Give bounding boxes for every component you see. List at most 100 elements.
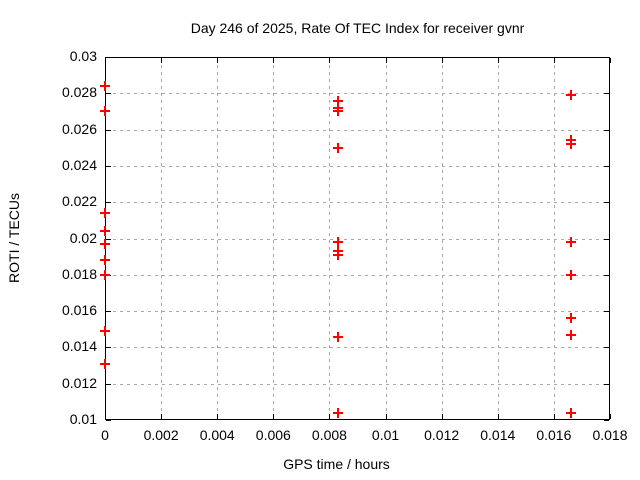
tick-mark-top xyxy=(385,58,387,63)
data-point xyxy=(565,407,576,418)
tick-mark-left xyxy=(106,93,111,95)
grid-line-vertical xyxy=(273,58,275,419)
tick-mark-right xyxy=(604,311,609,313)
tick-mark-top xyxy=(553,58,555,63)
data-point xyxy=(100,226,110,237)
data-point xyxy=(100,106,110,117)
x-tick-label: 0.006 xyxy=(255,427,291,443)
data-point xyxy=(565,139,576,150)
x-tick-label: 0 xyxy=(101,427,109,443)
x-axis-label: GPS time / hours xyxy=(283,456,390,472)
tick-mark-right xyxy=(604,420,609,421)
data-point xyxy=(332,142,343,153)
x-tick-label: 0.002 xyxy=(143,427,179,443)
data-point xyxy=(565,329,576,340)
x-tick-label: 0.016 xyxy=(536,427,572,443)
tick-mark-right xyxy=(604,165,609,167)
tick-mark-right xyxy=(604,57,609,58)
y-tick-label: 0.026 xyxy=(61,120,97,137)
x-tick-label: 0.008 xyxy=(311,427,347,443)
tick-mark-top xyxy=(217,58,219,63)
tick-mark-right xyxy=(604,129,609,131)
data-point xyxy=(100,208,110,219)
tick-mark-left xyxy=(106,165,111,167)
y-tick-label: 0.028 xyxy=(61,84,97,101)
tick-mark-left xyxy=(106,311,111,313)
tick-mark-left xyxy=(106,383,111,385)
grid-line-vertical xyxy=(385,58,387,419)
tick-mark-right xyxy=(604,274,609,276)
tick-mark-left xyxy=(106,57,111,58)
data-point xyxy=(565,313,576,324)
data-point xyxy=(332,95,343,106)
y-tick-label: 0.016 xyxy=(61,302,97,319)
data-point xyxy=(332,106,343,117)
data-point xyxy=(100,269,110,280)
tick-mark-bottom xyxy=(273,414,275,419)
y-tick-label: 0.022 xyxy=(61,193,97,210)
grid-line-vertical xyxy=(441,58,443,419)
data-point xyxy=(100,255,110,266)
tick-mark-bottom xyxy=(441,414,443,419)
grid-line-horizontal xyxy=(106,129,609,131)
grid-line-horizontal xyxy=(106,347,609,349)
tick-mark-bottom xyxy=(385,414,387,419)
x-tick-label: 0.018 xyxy=(592,427,628,443)
y-tick-label: 0.01 xyxy=(69,411,97,427)
tick-mark-right xyxy=(604,383,609,385)
data-point xyxy=(100,326,110,337)
tick-mark-bottom xyxy=(553,414,555,419)
grid-line-vertical xyxy=(497,58,499,419)
grid-line-horizontal xyxy=(106,311,609,313)
tick-mark-right xyxy=(604,238,609,240)
grid-line-horizontal xyxy=(106,383,609,385)
data-point xyxy=(565,269,576,280)
grid-line-horizontal xyxy=(106,165,609,167)
grid-line-vertical xyxy=(161,58,163,419)
data-point xyxy=(332,249,343,260)
grid-line-horizontal xyxy=(106,238,609,240)
tick-mark-top xyxy=(610,58,611,63)
tick-mark-top xyxy=(329,58,331,63)
tick-mark-bottom xyxy=(610,414,611,419)
y-tick-label: 0.02 xyxy=(69,229,97,246)
chart-title: Day 246 of 2025, Rate Of TEC Index for r… xyxy=(190,20,525,36)
data-point xyxy=(565,237,576,248)
tick-mark-left xyxy=(106,129,111,131)
grid-line-horizontal xyxy=(106,93,609,95)
tick-mark-left xyxy=(106,202,111,204)
x-tick-label: 0.01 xyxy=(371,427,400,443)
tick-mark-bottom xyxy=(329,414,331,419)
plot-area xyxy=(105,57,610,420)
grid-line-horizontal xyxy=(106,202,609,204)
tick-mark-bottom xyxy=(217,414,219,419)
tick-mark-left xyxy=(106,347,111,349)
tick-mark-top xyxy=(273,58,275,63)
x-tick-label: 0.004 xyxy=(199,427,235,443)
tick-mark-left xyxy=(106,420,111,421)
y-tick-label: 0.024 xyxy=(61,156,97,173)
x-tick-label: 0.012 xyxy=(424,427,460,443)
tick-mark-right xyxy=(604,347,609,349)
tick-mark-bottom xyxy=(497,414,499,419)
grid-line-horizontal xyxy=(106,274,609,276)
grid-line-vertical xyxy=(329,58,331,419)
x-tick-label: 0.014 xyxy=(480,427,516,443)
y-tick-label: 0.018 xyxy=(61,265,97,282)
data-point xyxy=(332,331,343,342)
data-point xyxy=(100,238,110,249)
y-tick-label: 0.012 xyxy=(61,374,97,391)
tick-mark-top xyxy=(441,58,443,63)
tick-mark-left xyxy=(106,238,111,240)
grid-line-vertical xyxy=(553,58,555,419)
data-point xyxy=(332,407,343,418)
data-point xyxy=(332,237,343,248)
data-point xyxy=(565,90,576,101)
tick-mark-bottom xyxy=(105,414,106,419)
tick-mark-right xyxy=(604,202,609,204)
grid-line-vertical xyxy=(217,58,219,419)
y-tick-label: 0.03 xyxy=(69,48,97,64)
data-point xyxy=(100,358,110,369)
data-point xyxy=(100,81,110,92)
